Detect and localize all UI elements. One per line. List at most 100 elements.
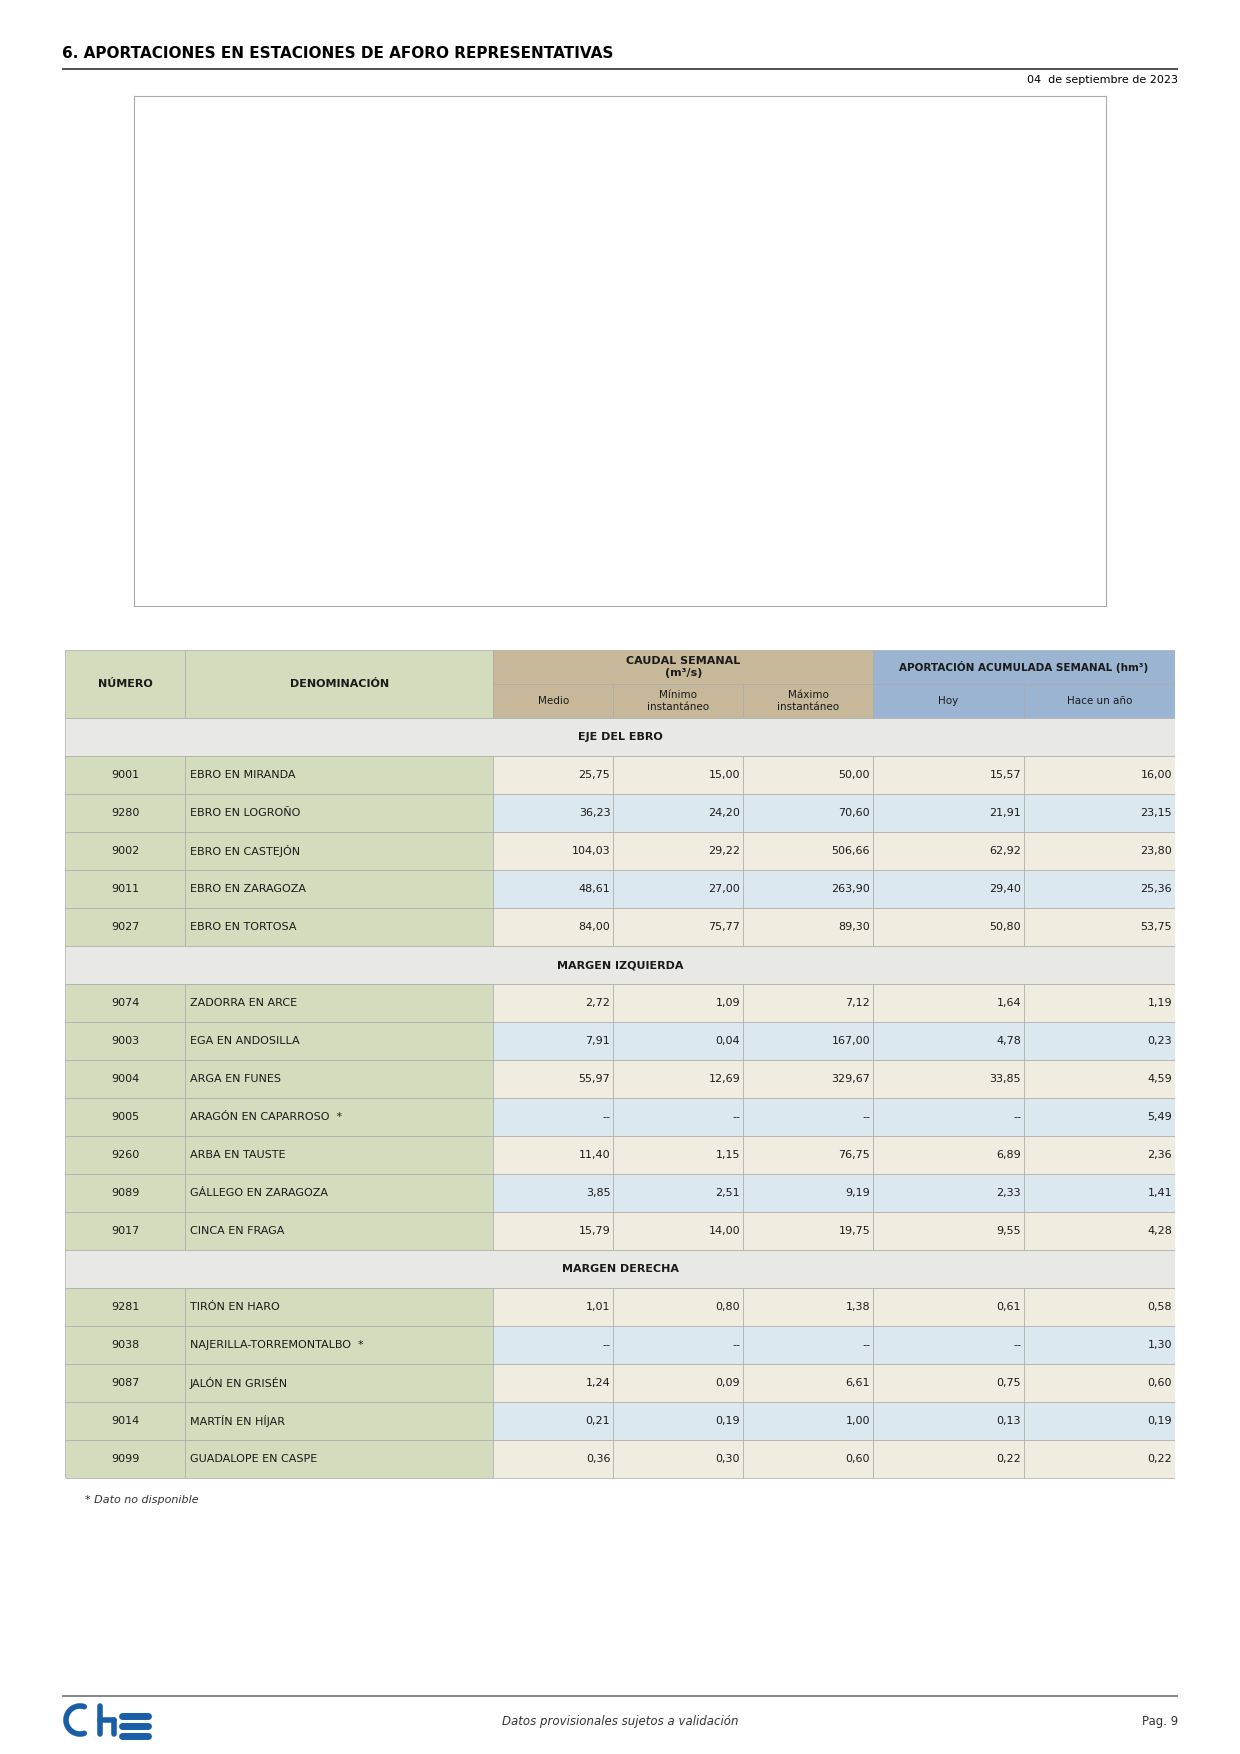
Bar	[873, 909, 1024, 945]
Bar	[185, 831, 494, 870]
Text: 75,77: 75,77	[708, 923, 740, 931]
Text: 9001: 9001	[110, 770, 139, 781]
Text: 9027: 9027	[110, 923, 139, 931]
Bar	[64, 1251, 1176, 1287]
Text: 9004: 9004	[110, 1073, 139, 1084]
Bar	[873, 1212, 1024, 1251]
Text: EBRO EN TORTOSA: EBRO EN TORTOSA	[190, 923, 296, 931]
Text: Hace un año: Hace un año	[1066, 696, 1132, 707]
Text: 55,97: 55,97	[579, 1073, 610, 1084]
Bar	[1024, 1365, 1176, 1401]
Bar	[494, 909, 614, 945]
Text: 9005: 9005	[110, 1112, 139, 1123]
Bar	[494, 1098, 614, 1137]
Bar	[64, 984, 185, 1023]
Bar	[743, 831, 873, 870]
Text: 04  de septiembre de 2023: 04 de septiembre de 2023	[1027, 75, 1178, 84]
Bar	[185, 870, 494, 909]
Bar	[873, 651, 1176, 684]
Bar	[185, 1023, 494, 1059]
Bar	[614, 1137, 743, 1173]
Bar	[743, 1287, 873, 1326]
Text: 53,75: 53,75	[1141, 923, 1172, 931]
Text: 9011: 9011	[110, 884, 139, 895]
Text: GÁLLEGO EN ZARAGOZA: GÁLLEGO EN ZARAGOZA	[190, 1187, 327, 1198]
Bar	[1024, 756, 1176, 795]
Bar	[873, 1173, 1024, 1212]
Bar	[494, 1023, 614, 1059]
Bar	[64, 1365, 185, 1401]
Text: 0,22: 0,22	[1147, 1454, 1172, 1465]
Text: ARAGÓN EN CAPARROSO  *: ARAGÓN EN CAPARROSO *	[190, 1112, 342, 1123]
Bar	[743, 684, 873, 717]
Text: 23,80: 23,80	[1141, 845, 1172, 856]
Text: 48,61: 48,61	[579, 884, 610, 895]
Text: 9087: 9087	[110, 1379, 139, 1387]
Bar	[743, 756, 873, 795]
Text: 7,12: 7,12	[846, 998, 870, 1009]
Bar	[185, 795, 494, 831]
Bar	[64, 795, 185, 831]
Bar	[494, 795, 614, 831]
Bar	[614, 870, 743, 909]
Bar	[64, 1059, 185, 1098]
Bar	[64, 1137, 185, 1173]
Text: 7,91: 7,91	[585, 1037, 610, 1045]
Bar	[614, 831, 743, 870]
Text: 329,67: 329,67	[831, 1073, 870, 1084]
Text: 16,00: 16,00	[1141, 770, 1172, 781]
Bar	[494, 1212, 614, 1251]
Text: 9,55: 9,55	[997, 1226, 1021, 1237]
Bar	[64, 717, 1176, 756]
Bar	[185, 1401, 494, 1440]
Bar	[743, 1059, 873, 1098]
Text: CAUDAL SEMANAL
(m³/s): CAUDAL SEMANAL (m³/s)	[626, 656, 740, 677]
Bar	[185, 756, 494, 795]
Bar	[185, 1365, 494, 1401]
Bar	[614, 1326, 743, 1365]
Text: NÚMERO: NÚMERO	[98, 679, 153, 689]
Bar	[873, 684, 1024, 717]
Text: EBRO EN CASTEJÓN: EBRO EN CASTEJÓN	[190, 845, 300, 858]
Bar	[1024, 909, 1176, 945]
Bar	[185, 1173, 494, 1212]
Text: MARGEN DERECHA: MARGEN DERECHA	[562, 1265, 678, 1273]
Text: EBRO EN ZARAGOZA: EBRO EN ZARAGOZA	[190, 884, 306, 895]
Bar	[64, 1098, 185, 1137]
Text: EBRO EN MIRANDA: EBRO EN MIRANDA	[190, 770, 295, 781]
Text: 1,01: 1,01	[585, 1301, 610, 1312]
Bar	[64, 1401, 185, 1440]
Bar	[494, 870, 614, 909]
Text: ZADORRA EN ARCE: ZADORRA EN ARCE	[190, 998, 298, 1009]
Text: 5,49: 5,49	[1147, 1112, 1172, 1123]
Text: 2,33: 2,33	[997, 1187, 1021, 1198]
Text: NAJERILLA-TORREMONTALBO  *: NAJERILLA-TORREMONTALBO *	[190, 1340, 363, 1351]
Text: 104,03: 104,03	[572, 845, 610, 856]
Text: ARBA EN TAUSTE: ARBA EN TAUSTE	[190, 1151, 285, 1159]
Bar	[1024, 1212, 1176, 1251]
Bar	[64, 945, 1176, 984]
Text: JALÓN EN GRISÉN: JALÓN EN GRISÉN	[190, 1377, 288, 1389]
Bar	[873, 1098, 1024, 1137]
Text: 0,21: 0,21	[585, 1415, 610, 1426]
Text: Pag. 9: Pag. 9	[1142, 1715, 1178, 1728]
Bar	[185, 1059, 494, 1098]
Bar	[873, 1287, 1024, 1326]
Text: 3,85: 3,85	[585, 1187, 610, 1198]
Bar	[873, 1401, 1024, 1440]
Bar	[494, 1137, 614, 1173]
Text: TIRÓN EN HARO: TIRÓN EN HARO	[190, 1301, 280, 1312]
Text: 9260: 9260	[110, 1151, 139, 1159]
Bar	[873, 795, 1024, 831]
Bar	[64, 1023, 185, 1059]
Text: 15,57: 15,57	[990, 770, 1021, 781]
Text: ARGA EN FUNES: ARGA EN FUNES	[190, 1073, 281, 1084]
Text: 1,19: 1,19	[1147, 998, 1172, 1009]
Text: 36,23: 36,23	[579, 809, 610, 817]
Bar	[743, 1212, 873, 1251]
Text: 0,22: 0,22	[996, 1454, 1021, 1465]
Bar	[743, 1173, 873, 1212]
Bar	[64, 909, 185, 945]
Bar	[614, 1173, 743, 1212]
Text: 9038: 9038	[110, 1340, 139, 1351]
